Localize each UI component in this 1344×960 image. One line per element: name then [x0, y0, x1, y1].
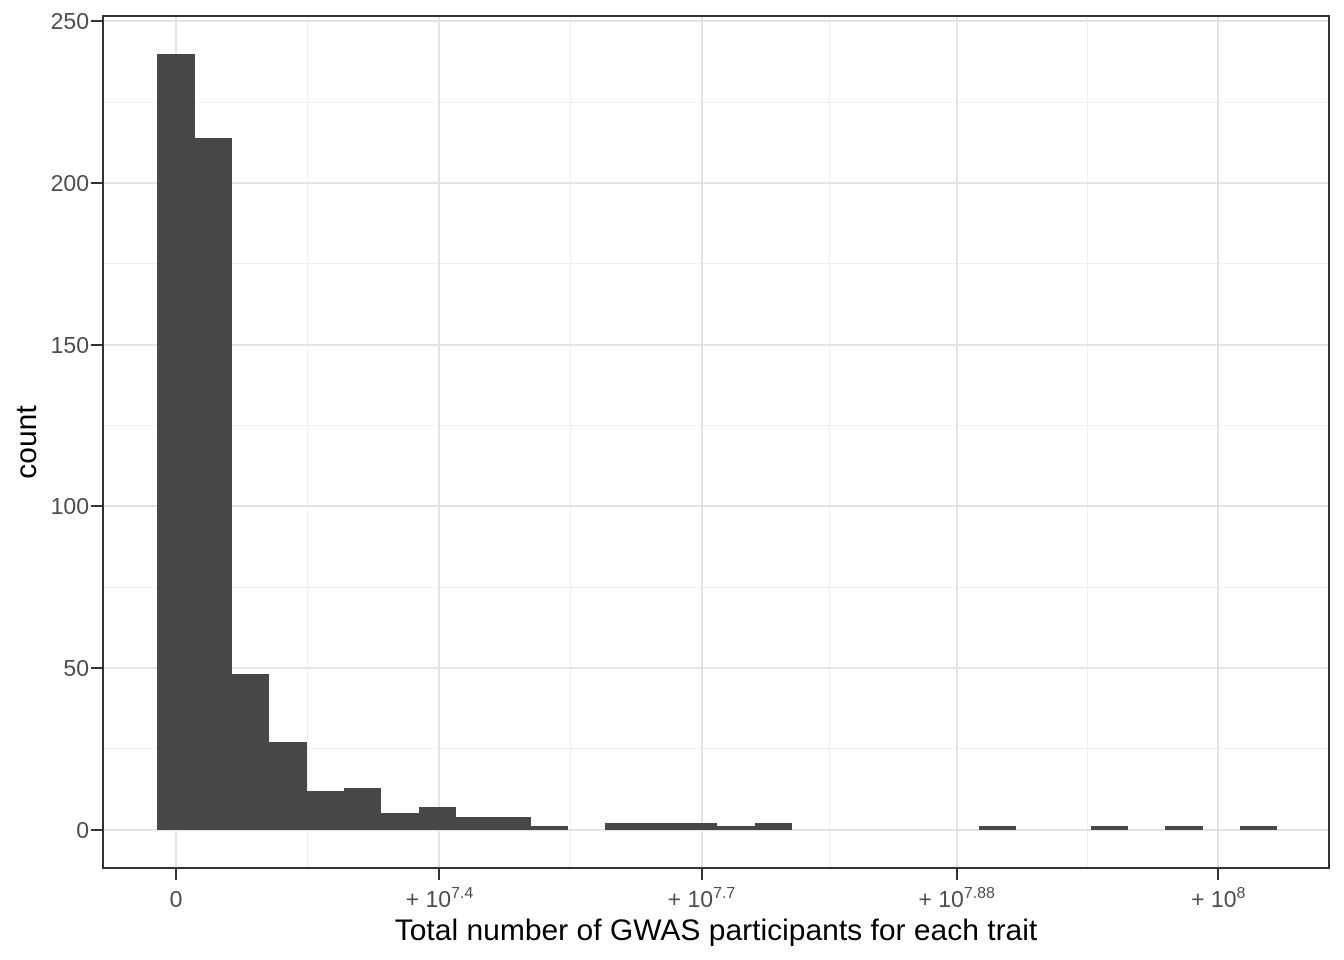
y-minor-gridline — [102, 425, 1330, 426]
x-tick-label-exponent: 7.7 — [713, 885, 736, 902]
x-minor-gridline — [1086, 15, 1088, 869]
y-major-gridline — [102, 182, 1330, 185]
y-axis-tick — [91, 182, 102, 185]
histogram-bar — [455, 816, 494, 830]
histogram-bar — [1165, 826, 1203, 830]
x-axis-tick — [1217, 869, 1220, 880]
y-major-gridline — [102, 505, 1330, 508]
y-tick-label: 50 — [63, 654, 89, 681]
x-tick-label-base: + 10 — [918, 886, 964, 912]
y-axis-title: count — [10, 405, 43, 479]
histogram-bar — [343, 787, 382, 830]
histogram-bar — [642, 823, 680, 830]
x-tick-label-exponent: 8 — [1236, 885, 1246, 902]
y-major-gridline — [102, 666, 1330, 669]
histogram-bar — [978, 826, 1016, 830]
x-tick-label-base: + 10 — [1191, 886, 1237, 912]
x-axis-tick — [955, 869, 958, 880]
y-tick-label: 250 — [50, 8, 89, 35]
y-tick-label: 0 — [76, 816, 89, 843]
y-axis-tick — [91, 343, 102, 346]
x-tick-label-base: + 10 — [667, 886, 714, 912]
x-tick-label-base: + 10 — [405, 886, 452, 912]
histogram-bar — [1239, 826, 1278, 830]
x-axis-tick — [700, 869, 703, 880]
x-axis-tick — [438, 869, 441, 880]
histogram-bar — [418, 806, 456, 830]
y-minor-gridline — [102, 263, 1330, 265]
x-major-gridline — [1217, 15, 1220, 869]
y-tick-label: 200 — [50, 170, 89, 197]
x-tick-label: + 107.7 — [622, 882, 782, 920]
histogram-bar — [717, 826, 755, 830]
histogram-bar — [605, 823, 643, 830]
histogram-bar — [269, 742, 307, 830]
x-minor-gridline — [569, 15, 571, 869]
histogram-bar — [754, 823, 792, 830]
y-axis-tick — [91, 666, 102, 669]
x-major-gridline — [438, 15, 441, 869]
y-tick-label: 100 — [50, 493, 89, 520]
histogram-bar — [530, 826, 568, 830]
histogram-bar — [493, 816, 531, 830]
y-minor-gridline — [102, 748, 1330, 750]
y-major-gridline — [102, 828, 1330, 831]
x-minor-gridline — [307, 15, 309, 869]
x-tick-label-base: 0 — [169, 886, 183, 912]
x-tick-label: + 107.88 — [877, 882, 1037, 920]
x-tick-label: 0 — [96, 882, 256, 916]
histogram-bar — [381, 813, 419, 830]
histogram-bar — [1090, 826, 1128, 830]
x-axis-title: Total number of GWAS participants for ea… — [394, 914, 1038, 947]
histogram-bar — [157, 53, 195, 830]
x-minor-gridline — [828, 15, 830, 869]
x-tick-label-exponent: 7.4 — [451, 885, 474, 902]
y-tick-label: 150 — [50, 331, 89, 358]
y-minor-gridline — [102, 101, 1330, 103]
panel-border — [102, 15, 1330, 869]
y-minor-gridline — [102, 586, 1330, 588]
x-major-gridline — [700, 15, 703, 869]
histogram-bar — [231, 674, 270, 830]
y-axis-tick — [91, 505, 102, 508]
x-major-gridline — [955, 15, 958, 869]
histogram-bar — [679, 823, 718, 830]
x-tick-label: + 108 — [1138, 882, 1298, 920]
plot-panel — [102, 15, 1330, 869]
x-tick-label-exponent: 7.88 — [963, 885, 995, 902]
y-axis-tick — [91, 20, 102, 23]
x-axis-tick — [175, 869, 178, 880]
x-tick-label: + 107.4 — [359, 882, 519, 920]
histogram-bar — [194, 137, 232, 830]
histogram-bar — [306, 790, 344, 830]
y-axis-tick — [91, 828, 102, 831]
y-major-gridline — [102, 343, 1330, 346]
y-major-gridline — [102, 20, 1330, 23]
